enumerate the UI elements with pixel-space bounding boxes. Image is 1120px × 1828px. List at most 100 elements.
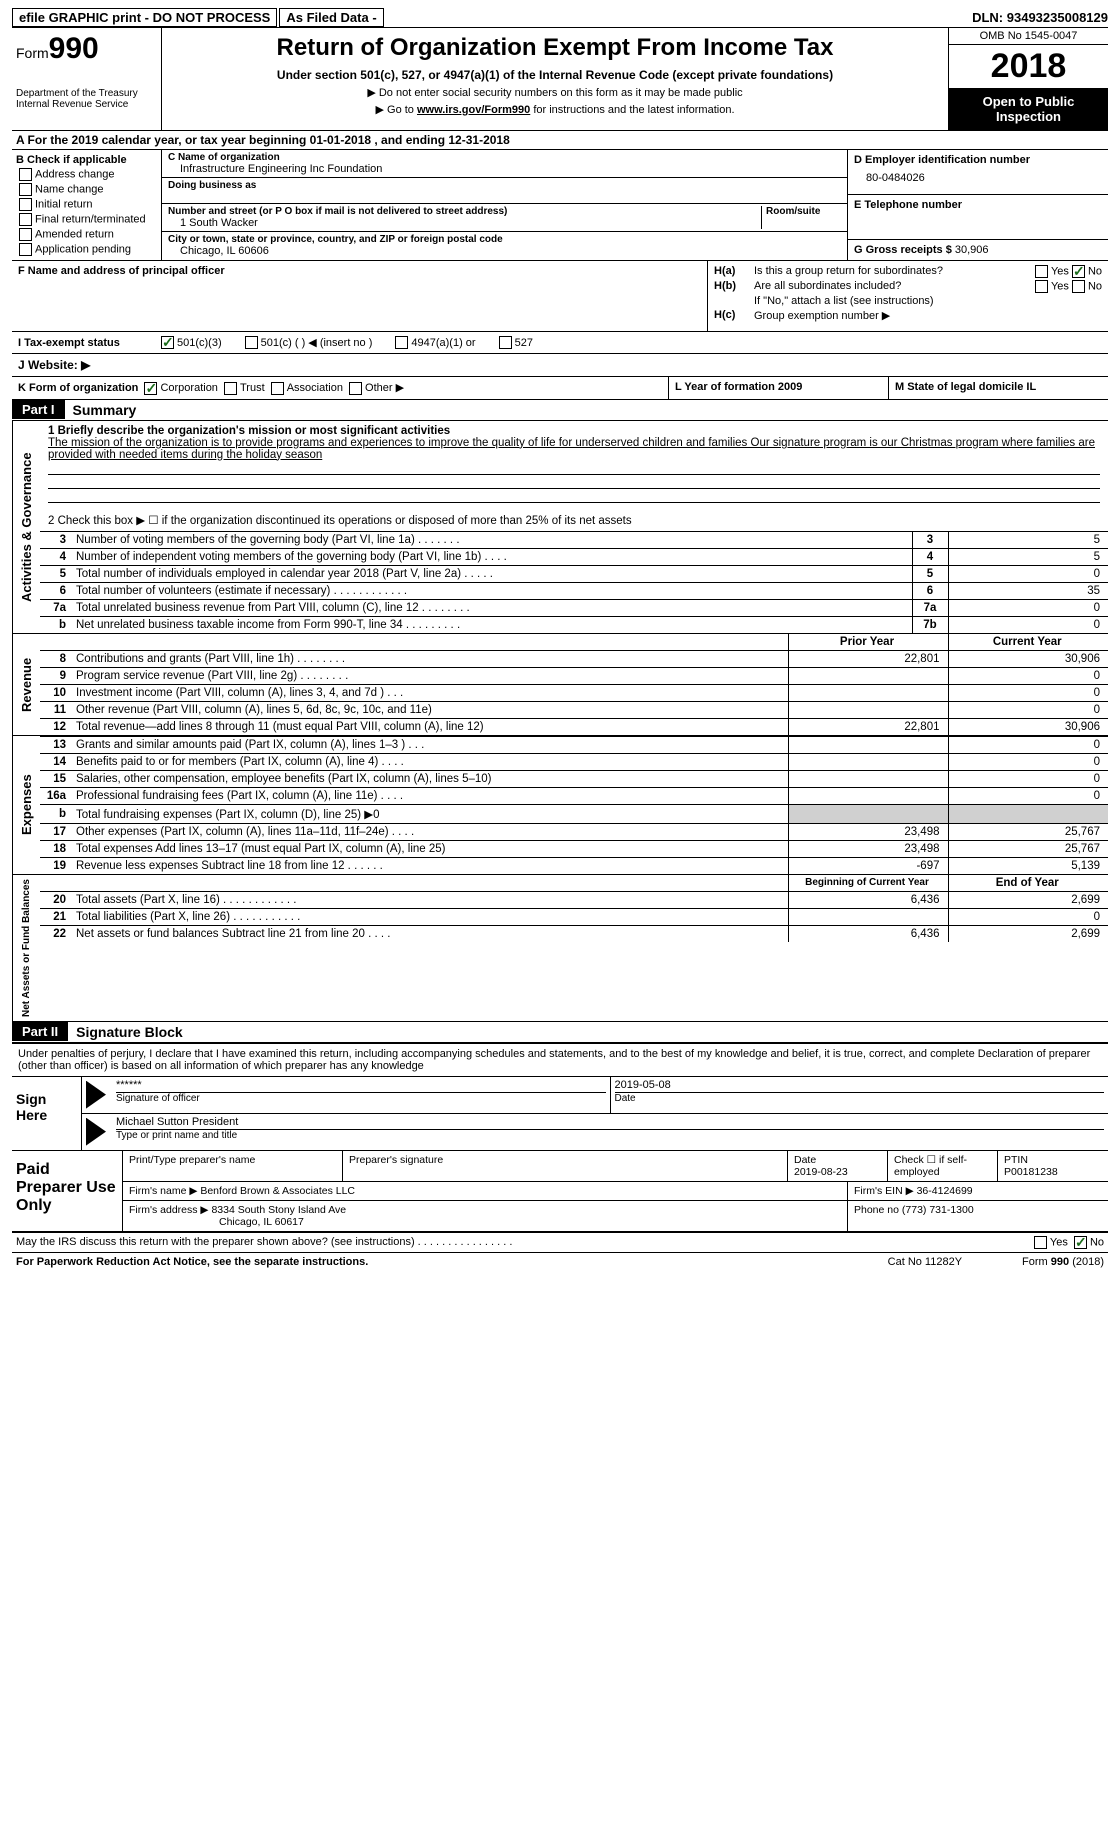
line-text: Other expenses (Part IX, column (A), lin… — [70, 823, 788, 840]
table-row: 5 Total number of individuals employed i… — [40, 565, 1108, 582]
checkbox-icon[interactable] — [499, 336, 512, 349]
lines-20-22: Beginning of Current Year End of Year20 … — [40, 875, 1108, 942]
line-num: 7a — [40, 599, 70, 616]
gross-cell: G Gross receipts $ 30,906 — [848, 239, 1108, 260]
checkbox-icon[interactable] — [1035, 265, 1048, 278]
tel-h: E Telephone number — [854, 199, 1102, 211]
checkbox-icon[interactable] — [19, 168, 32, 181]
i-label: I Tax-exempt status — [18, 337, 158, 349]
checkbox-icon[interactable] — [1034, 1236, 1047, 1249]
vtab-netassets: Net Assets or Fund Balances — [12, 875, 40, 1021]
checkbox-icon[interactable] — [271, 382, 284, 395]
table-row: 18 Total expenses Add lines 13–17 (must … — [40, 840, 1108, 857]
col-prior-year: Prior Year — [788, 634, 948, 651]
ptin-cell: PTIN P00181238 — [998, 1151, 1108, 1181]
checkbox-icon[interactable] — [1035, 280, 1048, 293]
line-1: 1 Briefly describe the organization's mi… — [40, 421, 1108, 507]
col-d: D Employer identification number 80-0484… — [848, 150, 1108, 260]
checkbox-icon[interactable] — [19, 183, 32, 196]
gross-h: G Gross receipts $ — [854, 244, 952, 256]
firm-name: Benford Brown & Associates LLC — [200, 1185, 355, 1197]
val-current: 0 — [948, 770, 1108, 787]
form-990-num: 990 — [49, 32, 99, 65]
sig-line-2: Michael Sutton President Type or print n… — [82, 1114, 1108, 1150]
checkbox-icon[interactable] — [19, 243, 32, 256]
line-num: 6 — [40, 582, 70, 599]
val-prior: 23,498 — [788, 823, 948, 840]
checkbox-icon[interactable] — [19, 213, 32, 226]
hc-label: H(c) — [714, 309, 754, 321]
opt4-label: Final return/terminated — [35, 213, 146, 225]
checkbox-icon[interactable] — [1074, 1236, 1087, 1249]
line-text: Total expenses Add lines 13–17 (must equ… — [70, 840, 788, 857]
table-row: 6 Total number of volunteers (estimate i… — [40, 582, 1108, 599]
val-prior — [788, 804, 948, 823]
gross-val: 30,906 — [955, 244, 989, 256]
checkbox-icon[interactable] — [224, 382, 237, 395]
sig-stars: ****** — [116, 1079, 606, 1093]
omb-number: OMB No 1545-0047 — [949, 28, 1108, 45]
val-current — [948, 804, 1108, 823]
part-ii-header: Part II Signature Block — [12, 1022, 1108, 1042]
line-num: 12 — [40, 718, 70, 735]
org-name: Infrastructure Engineering Inc Foundatio… — [168, 163, 841, 175]
line-num: 13 — [40, 736, 70, 753]
line-text: Net unrelated business taxable income fr… — [70, 616, 912, 633]
table-row: 12 Total revenue—add lines 8 through 11 … — [40, 718, 1108, 735]
checkbox-icon[interactable] — [395, 336, 408, 349]
line-val: 35 — [948, 582, 1108, 599]
checkbox-icon[interactable] — [245, 336, 258, 349]
checkbox-icon[interactable] — [1072, 280, 1085, 293]
checkbox-icon[interactable] — [19, 198, 32, 211]
checkbox-icon[interactable] — [1072, 265, 1085, 278]
table-row: 13 Grants and similar amounts paid (Part… — [40, 736, 1108, 753]
checkbox-icon[interactable] — [161, 336, 174, 349]
ein-cell: D Employer identification number 80-0484… — [848, 150, 1108, 194]
form-990-page: efile GRAPHIC print - DO NOT PROCESS As … — [0, 0, 1120, 1279]
line-text: Total unrelated business revenue from Pa… — [70, 599, 912, 616]
val-current: 0 — [948, 667, 1108, 684]
col-end-year: End of Year — [948, 875, 1108, 892]
irs-link[interactable]: www.irs.gov/Form990 — [417, 104, 530, 116]
line-text: Revenue less expenses Subtract line 18 f… — [70, 857, 788, 874]
checkbox-icon[interactable] — [144, 382, 157, 395]
org-name-cell: C Name of organization Infrastructure En… — [162, 150, 847, 178]
table-row: 11 Other revenue (Part VIII, column (A),… — [40, 701, 1108, 718]
discuss-yes: Yes — [1050, 1236, 1068, 1248]
expenses-body: 13 Grants and similar amounts paid (Part… — [40, 736, 1108, 874]
footer-left: For Paperwork Reduction Act Notice, see … — [16, 1256, 368, 1268]
checkbox-icon[interactable] — [349, 382, 362, 395]
val-begin — [788, 908, 948, 925]
line-text: Grants and similar amounts paid (Part IX… — [70, 736, 788, 753]
dba-cell: Doing business as — [162, 178, 847, 204]
pt-sig-h: Preparer's signature — [343, 1151, 788, 1181]
checkbox-icon[interactable] — [19, 228, 32, 241]
no-label: No — [1088, 280, 1102, 292]
sig-intro: Under penalties of perjury, I declare th… — [12, 1042, 1108, 1076]
pt-name-h: Print/Type preparer's name — [123, 1151, 343, 1181]
firm-ein: 36-4124699 — [917, 1185, 973, 1197]
line-text: Contributions and grants (Part VIII, lin… — [70, 650, 788, 667]
sig-officer-cell: ****** Signature of officer — [112, 1077, 610, 1113]
col-current-year: Current Year — [948, 634, 1108, 651]
sig-date: 2019-05-08 — [615, 1079, 1105, 1093]
addr-h: Number and street (or P O box if mail is… — [168, 206, 761, 217]
val-end: 2,699 — [948, 891, 1108, 908]
form-title: Return of Organization Exempt From Incom… — [170, 34, 940, 62]
line-num: 9 — [40, 667, 70, 684]
org-name-h: C Name of organization — [168, 152, 841, 163]
addr-cell: Number and street (or P O box if mail is… — [162, 204, 847, 232]
yes-label: Yes — [1051, 280, 1069, 292]
val-current: 30,906 — [948, 650, 1108, 667]
dba-h: Doing business as — [168, 180, 841, 191]
table-row: 21 Total liabilities (Part X, line 26) .… — [40, 908, 1108, 925]
row-k: K Form of organization Corporation Trust… — [12, 376, 1108, 400]
header-right: OMB No 1545-0047 2018 Open to Public Ins… — [948, 28, 1108, 130]
opt-name-change: Name change — [16, 183, 157, 196]
name-title-label: Type or print name and title — [116, 1130, 1104, 1141]
opt-final-return: Final return/terminated — [16, 213, 157, 226]
name-title-cell: Michael Sutton President Type or print n… — [112, 1114, 1108, 1150]
form-header: Form990 Department of the Treasury Inter… — [12, 27, 1108, 130]
discuss-row: May the IRS discuss this return with the… — [12, 1233, 1108, 1253]
line-text: Number of voting members of the governin… — [70, 531, 912, 548]
